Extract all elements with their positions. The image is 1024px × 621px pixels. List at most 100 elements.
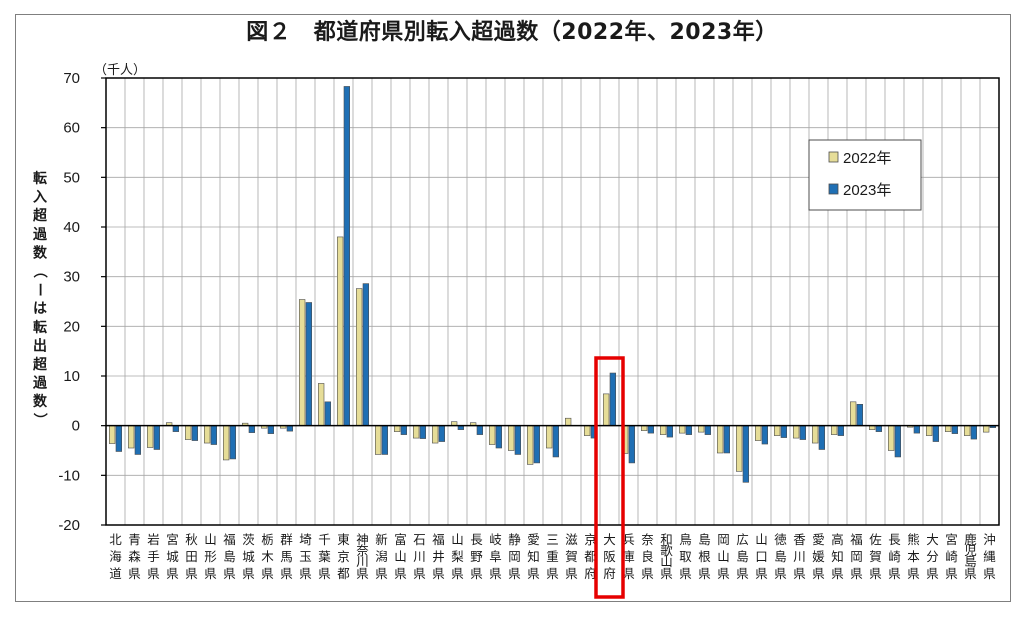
bar-2022-秋田県 [185,425,192,440]
x-tick-char: 奈 [641,532,654,547]
x-tick-char: 梨 [451,549,464,564]
bar-2022-愛知県 [526,425,534,465]
x-tick-char: 秋 [185,532,198,547]
x-tick-char: 田 [185,549,198,564]
bar-2023-東京都 [343,86,350,426]
bar-2023-高知県 [837,425,844,436]
bar-2023-長崎県 [894,425,901,458]
x-tick-char: 県 [356,566,369,581]
x-tick-char: 石 [413,532,426,547]
x-tick-char: 鳥 [679,532,692,547]
x-tick-char: 川 [356,554,369,569]
x-tick-char: 愛 [527,532,540,547]
x-tick-char: 兵 [622,532,635,547]
x-tick-label: 山口県 [755,532,768,581]
x-tick-label: 新潟県 [375,532,388,581]
x-tick-label: 宮城県 [166,532,179,581]
x-tick-char: 茨 [242,532,255,547]
bar-2023-宮城県 [172,425,179,432]
x-tick-char: 福 [850,532,863,547]
legend-label-2023: 2023年 [843,182,891,199]
x-tick-char: 山 [717,549,730,564]
x-tick-char: 県 [546,566,559,581]
y-tick-label: 30 [63,269,80,286]
y-axis-label-char: ） [31,413,47,427]
bar-2022-滋賀県 [564,417,572,426]
x-tick-char: 島 [698,532,711,547]
bar-2023-岡山県 [723,425,730,454]
x-tick-char: 県 [394,566,407,581]
plot-area-border [105,77,1000,526]
x-tick-char: 知 [831,549,844,564]
x-tick-label: 熊本県 [907,532,920,581]
x-tick-char: 県 [698,566,711,581]
x-tick-char: 岡 [717,532,730,547]
x-tick-char: 縄 [983,549,996,564]
bar-2023-長野県 [476,425,483,435]
x-tick-char: 本 [907,549,920,564]
x-tick-char: 県 [318,566,331,581]
bar-2022-広島県 [735,425,743,472]
y-tick-label: 50 [63,169,80,186]
bar-2023-宮崎県 [951,425,958,434]
x-tick-char: 川 [413,549,426,564]
x-tick-char: 県 [489,566,502,581]
x-tick-char: 県 [413,566,426,581]
y-axis-label-char: （ [31,264,47,278]
x-tick-char: 森 [128,549,141,564]
x-tick-char: 埼 [299,532,312,547]
bar-2022-福井県 [431,425,439,444]
x-tick-char: 都 [337,566,350,581]
x-tick-label: 岩手県 [147,532,160,581]
x-tick-char: 形 [204,549,217,564]
bar-2022-福島県 [223,425,230,461]
bar-2022-大阪府 [602,393,610,426]
x-tick-char: 知 [527,549,540,564]
x-tick-char: 鹿 [964,532,977,547]
x-tick-char: 県 [166,566,179,581]
x-tick-char: 県 [508,566,521,581]
x-tick-char: 崎 [888,549,901,564]
bar-2023-山形県 [210,425,217,445]
bar-2022-福岡県 [849,401,857,426]
bar-2023-大分県 [932,425,939,442]
x-tick-char: 長 [470,532,483,547]
x-tick-char: 神 [356,532,369,547]
legend-label-2022: 2022年 [843,150,891,167]
x-tick-char: 賀 [869,549,882,564]
x-tick-char: 北 [109,532,122,547]
bar-2022-岡山県 [716,425,724,454]
x-tick-char: 県 [223,566,236,581]
x-tick-label: 岡山県 [717,532,730,581]
x-tick-char: 県 [907,566,920,581]
x-tick-label: 埼玉県 [299,532,312,581]
y-axis-label-char: 超 [32,356,48,373]
x-tick-char: 宮 [166,532,179,547]
x-tick-char: 良 [641,549,654,564]
x-tick-char: 沖 [983,532,996,547]
bar-2023-熊本県 [913,425,920,434]
x-tick-label: 鳥取県 [679,532,692,581]
x-tick-char: 口 [755,549,768,564]
x-tick-label: 奈良県 [641,532,654,581]
x-tick-char: 新 [375,532,388,547]
legend-box [808,139,922,211]
bar-2023-石川県 [419,425,426,439]
bar-2023-北海道 [115,425,122,452]
x-tick-label: 岐阜県 [489,532,502,581]
bar-2022-石川県 [412,425,420,439]
y-axis-label-char: 転 [33,170,47,187]
x-tick-char: 県 [660,566,673,581]
x-tick-char: 宮 [945,532,958,547]
x-tick-char: 県 [128,566,141,581]
bar-2023-奈良県 [647,425,654,434]
x-tick-char: 崎 [945,549,958,564]
x-tick-label: 滋賀県 [565,532,578,581]
y-tick-label: 70 [63,70,80,87]
x-tick-char: 岡 [850,549,863,564]
x-tick-char: 東 [337,532,350,547]
bar-2022-鹿児島県 [963,425,971,436]
bar-2023-岩手県 [153,425,160,450]
x-tick-char: 富 [394,532,407,547]
